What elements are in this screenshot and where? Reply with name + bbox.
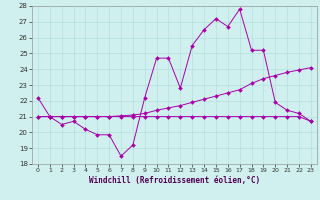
X-axis label: Windchill (Refroidissement éolien,°C): Windchill (Refroidissement éolien,°C) — [89, 176, 260, 185]
